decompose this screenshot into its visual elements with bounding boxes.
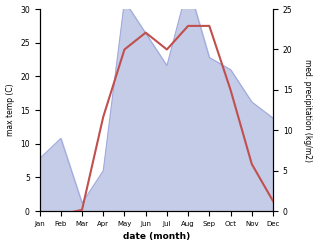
Y-axis label: med. precipitation (kg/m2): med. precipitation (kg/m2)	[303, 59, 313, 162]
X-axis label: date (month): date (month)	[123, 232, 190, 242]
Y-axis label: max temp (C): max temp (C)	[5, 84, 15, 136]
